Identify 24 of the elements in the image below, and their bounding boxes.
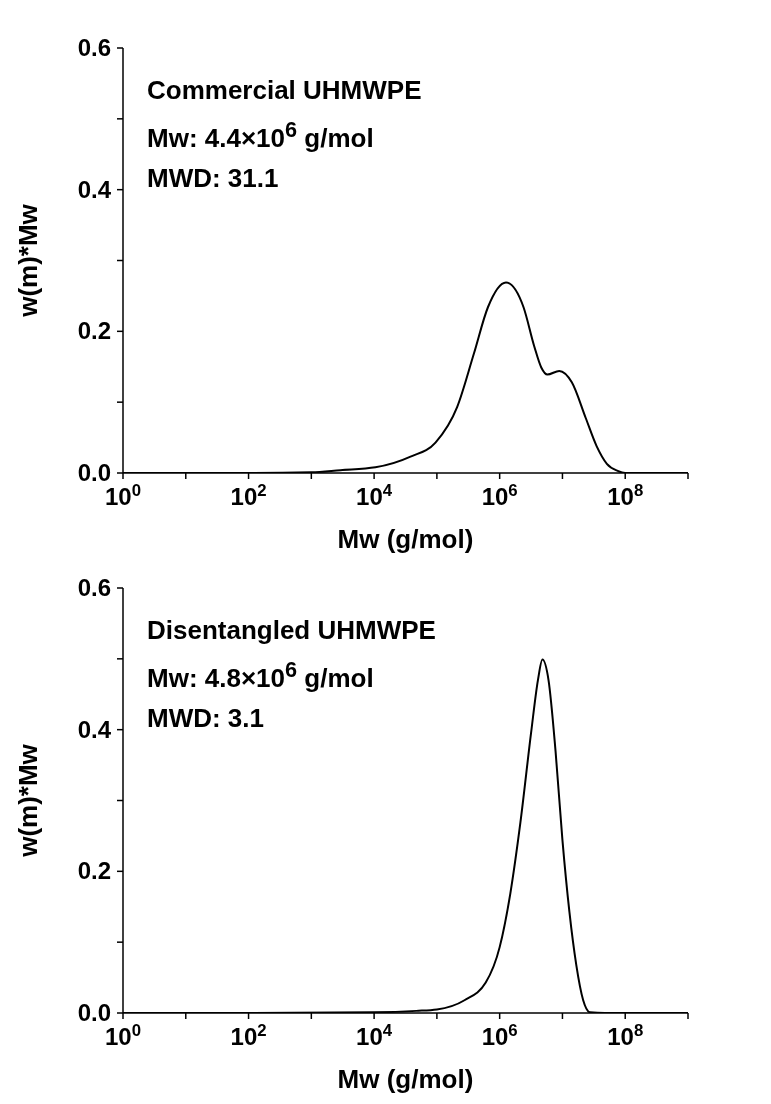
x-tick-label: 10$^{2}$ — [230, 1020, 267, 1050]
y-tick-label: 0.6 — [77, 574, 111, 601]
x-axis-title: Mw (g/mol) — [337, 524, 474, 554]
x-tick-label: 10$^{8}$ — [607, 480, 644, 510]
y-axis-title: w(m)*Mw — [13, 203, 44, 318]
x-tick-label: 10$^{8}$ — [607, 1020, 644, 1050]
y-tick-label: 0.6 — [77, 34, 111, 61]
x-tick-label: 10$^{4}$ — [356, 1020, 393, 1050]
x-tick-label: 10$^{6}$ — [481, 480, 518, 510]
annotation: MWD: 3.1 — [147, 701, 265, 735]
y-tick-label: 0.4 — [77, 715, 112, 743]
annotation: MWD: 31.1 — [147, 161, 280, 195]
y-tick-label: 0.2 — [77, 317, 111, 345]
x-tick-label: 10$^{2}$ — [230, 480, 267, 510]
annotation: Mw: 4.4×10$^{6}$ g/mol — [147, 116, 375, 155]
x-tick-label: 10$^{6}$ — [481, 1020, 518, 1050]
annotation: Commercial UHMWPE — [147, 74, 422, 107]
y-tick-label: 0.4 — [77, 175, 112, 203]
annotation: Mw: 4.8×10$^{6}$ g/mol — [147, 656, 375, 695]
x-axis-title: Mw (g/mol) — [337, 1064, 474, 1094]
annotation: Disentangled UHMWPE — [147, 614, 436, 647]
x-tick-label: 10$^{4}$ — [356, 480, 393, 510]
y-axis-title: w(m)*Mw — [13, 743, 44, 858]
y-tick-label: 0.2 — [77, 857, 111, 885]
